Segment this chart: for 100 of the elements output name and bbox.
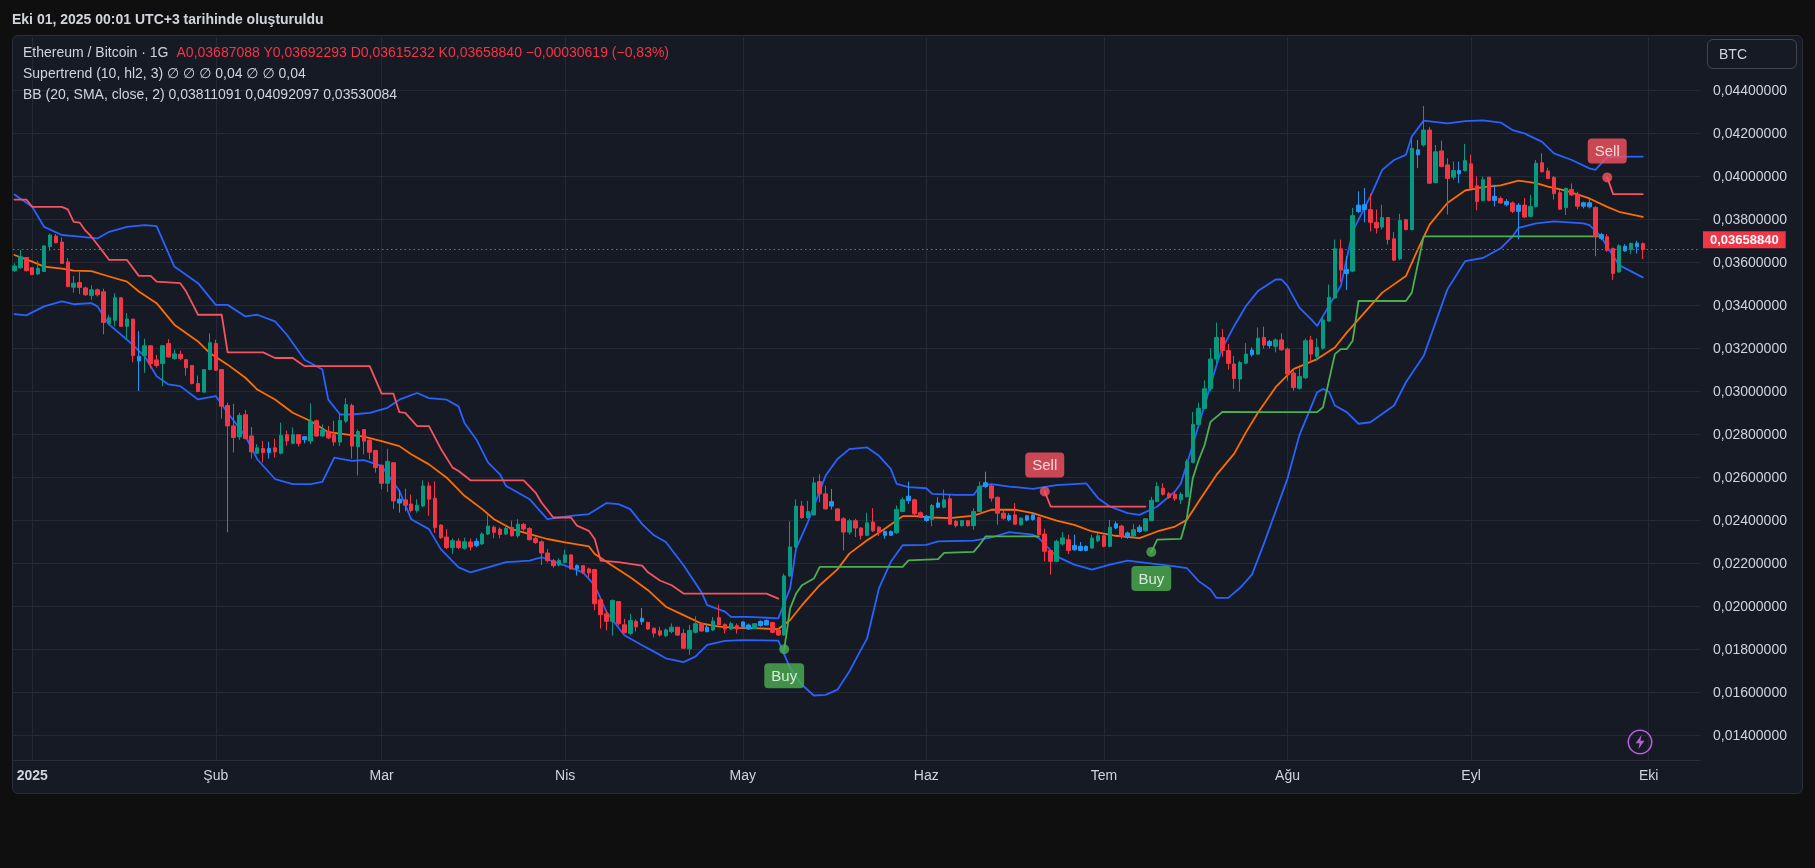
candlestick: [474, 537, 479, 548]
candlestick: [1321, 317, 1325, 351]
candlestick: [308, 402, 313, 445]
candlestick: [729, 621, 733, 631]
candlestick: [752, 622, 757, 630]
candlestick: [1410, 137, 1414, 231]
candlestick: [462, 537, 467, 551]
candlestick: [1125, 530, 1130, 540]
candlestick: [1481, 176, 1485, 202]
candlestick: [1013, 502, 1017, 526]
candlestick: [338, 413, 342, 447]
candlestick: [391, 462, 396, 510]
candlestick: [178, 350, 183, 361]
candlestick: [699, 622, 704, 633]
point: [1146, 546, 1157, 557]
candlestick: [1262, 326, 1266, 350]
candlestick: [1629, 242, 1633, 255]
candlestick: [1333, 239, 1337, 300]
candlestick: [131, 318, 135, 363]
y-tick-label: 0,03000000: [1713, 383, 1788, 400]
candlestick: [1161, 482, 1165, 497]
candlestick: [1179, 491, 1183, 505]
candlestick: [208, 332, 212, 371]
y-tick-label: 0,03800000: [1713, 211, 1788, 228]
candlestick: [492, 525, 496, 539]
candlestick: [1114, 520, 1118, 530]
point: [779, 644, 790, 655]
candlestick: [1504, 198, 1509, 207]
candlestick: [273, 438, 277, 459]
candlestick: [1327, 283, 1331, 323]
candlestick: [936, 496, 940, 509]
candlestick: [427, 481, 431, 517]
candlestick: [498, 526, 502, 539]
candlestick: [1516, 202, 1521, 241]
text: Sell: [1032, 456, 1058, 474]
candlestick: [202, 369, 206, 393]
candlestick: [66, 257, 70, 288]
candlestick: [954, 519, 958, 528]
candlestick: [160, 345, 165, 387]
candlestick: [510, 520, 514, 537]
candlestick: [711, 616, 715, 632]
candlestick: [1250, 346, 1254, 357]
candlestick: [107, 314, 111, 325]
candlestick: [723, 622, 727, 634]
candlestick: [261, 440, 265, 463]
candlestick: [1487, 176, 1491, 202]
candlestick: [166, 338, 171, 359]
y-axis-title: BTC: [1707, 39, 1797, 69]
y-tick-label: 0,01600000: [1713, 684, 1788, 701]
candlestick: [89, 284, 94, 301]
x-tick-label: Nis: [555, 767, 576, 783]
candlestick: [800, 500, 804, 520]
y-tick-label: 0,04000000: [1713, 168, 1788, 185]
candlestick: [291, 426, 295, 445]
candlestick: [883, 529, 887, 540]
x-tick-label: Tem: [1090, 767, 1118, 783]
candlestick: [1599, 232, 1604, 241]
series-label: Sell: [1594, 142, 1620, 160]
candlestick: [1090, 534, 1094, 550]
candlestick: [1309, 335, 1313, 363]
text: Eki 01, 2025 00:01 UTC+3 tarihinde oluşturuldu: [12, 11, 324, 27]
candlestick: [1350, 207, 1355, 273]
candlestick: [906, 481, 911, 505]
candlestick: [1102, 534, 1106, 548]
candlestick: [628, 613, 633, 636]
candlestick: [1641, 241, 1645, 260]
candlestick: [610, 598, 615, 637]
series-label: Buy: [1138, 569, 1165, 587]
candlestick: [877, 525, 881, 537]
candlestick: [1256, 326, 1260, 356]
candlestick: [966, 520, 970, 528]
candlestick: [1344, 255, 1349, 291]
x-tick-label: 2025: [16, 767, 49, 783]
text: Ethereum / Bitcoin · 1G: [23, 44, 169, 60]
line-series: [13, 220, 1644, 697]
candlestick: [646, 621, 650, 631]
candlestick: [456, 537, 461, 550]
candlestick: [1019, 517, 1023, 526]
candlestick: [415, 498, 419, 514]
candlestick: [1463, 143, 1467, 173]
candlestick: [930, 503, 934, 527]
candlestick: [717, 604, 721, 627]
point: [1039, 486, 1050, 497]
candlestick: [433, 480, 437, 534]
candlestick: [279, 422, 283, 455]
candlestick: [1137, 524, 1142, 534]
candlestick: [622, 618, 627, 634]
annotation: A0,03687088 Y0,03692293 D0,03615232 K0,03658840 −0,00030619 (−0,83%): [176, 44, 670, 60]
y-tick-label: 0,02200000: [1713, 555, 1788, 572]
candlestick: [575, 563, 579, 577]
candlestick: [634, 618, 638, 632]
text: Buy: [771, 667, 798, 685]
annotation: Supertrend (10, hl2, 3) ∅ ∅ ∅ 0,04 ∅ ∅ 0,04: [23, 64, 307, 83]
y-tick-label: 0,03200000: [1713, 340, 1788, 357]
candlestick: [847, 518, 852, 536]
candlestick: [829, 488, 834, 511]
candlestick: [889, 529, 893, 537]
y-tick-label: 0,04200000: [1713, 125, 1788, 142]
candlestick: [1552, 175, 1556, 201]
candlestick: [788, 520, 792, 578]
